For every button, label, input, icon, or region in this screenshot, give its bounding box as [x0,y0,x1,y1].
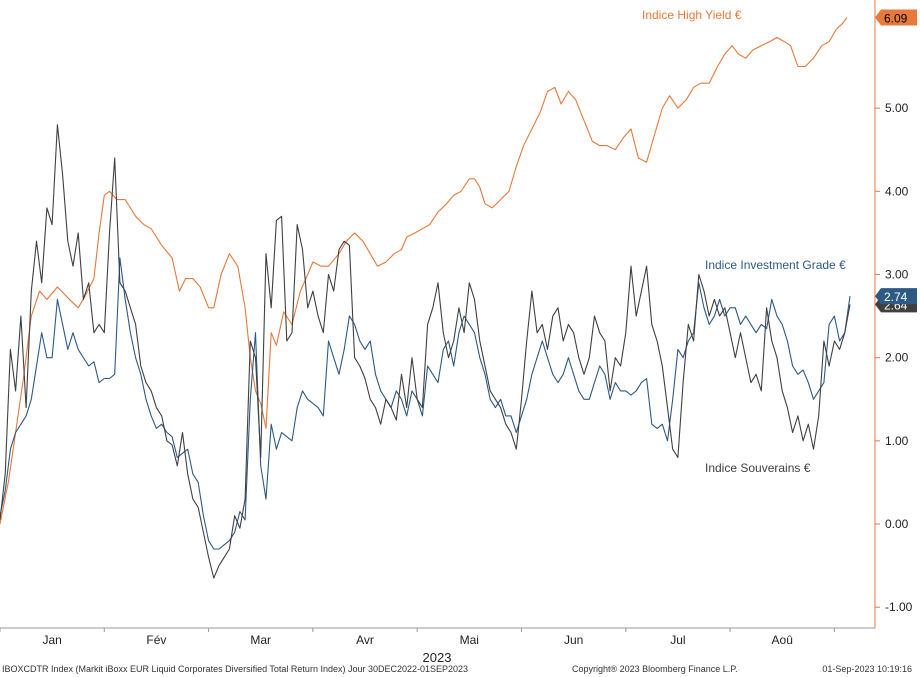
x-axis-label: 2023 [423,650,452,665]
footer-source: IBOXCDTR Index (Markit iBoxx EUR Liquid … [2,664,469,674]
annotation-label: Indice Souverains € [705,461,811,475]
last-value-labels: 2.642.746.09 [875,9,917,313]
y-tick-label: 3.00 [885,267,909,281]
x-tick-label: Mar [250,633,271,647]
x-tick-label: Jan [42,633,61,647]
last-value-text: 2.74 [884,290,908,304]
y-tick-label: 2.00 [885,351,909,365]
series-line-1 [0,257,851,550]
y-tick-label: 1.00 [885,434,909,448]
last-value-flag-0: 6.09 [875,9,917,26]
series-lines [0,17,851,579]
footer-copyright: Copyright® 2023 Bloomberg Finance L.P. [572,664,738,674]
last-value-flag-1: 2.74 [875,288,917,305]
x-tick-label: Mai [460,633,479,647]
series-annotations: Indice High Yield € Indice Investment Gra… [642,8,846,475]
annotation-label: Indice High Yield € [642,8,742,22]
last-value-flag-bg [875,9,917,26]
y-tick-label: -1.00 [885,600,913,614]
x-axis-ticks: Jan Fév Mar Avr Mai Jun Jul Aoû [0,628,835,647]
x-tick-label: Aoû [772,633,793,647]
annotation-label: Indice Investment Grade € [705,258,846,272]
y-tick-label: 5.00 [885,101,909,115]
x-tick-label: Jun [564,633,583,647]
series-line-0 [0,17,848,525]
last-value-flag-bg [875,288,917,305]
x-tick-label: Avr [356,633,374,647]
footer-timestamp: 01-Sep-2023 10:19:16 [822,664,912,674]
last-value-text: 6.09 [884,11,908,25]
y-tick-label: 4.00 [885,184,909,198]
y-axis-ticks: -1.00 0.00 1.00 2.00 3.00 4.00 5.00 [875,101,913,614]
series-line-2 [0,124,851,579]
x-tick-label: Fév [146,633,166,647]
x-tick-label: Jul [670,633,685,647]
y-tick-label: 0.00 [885,517,909,531]
